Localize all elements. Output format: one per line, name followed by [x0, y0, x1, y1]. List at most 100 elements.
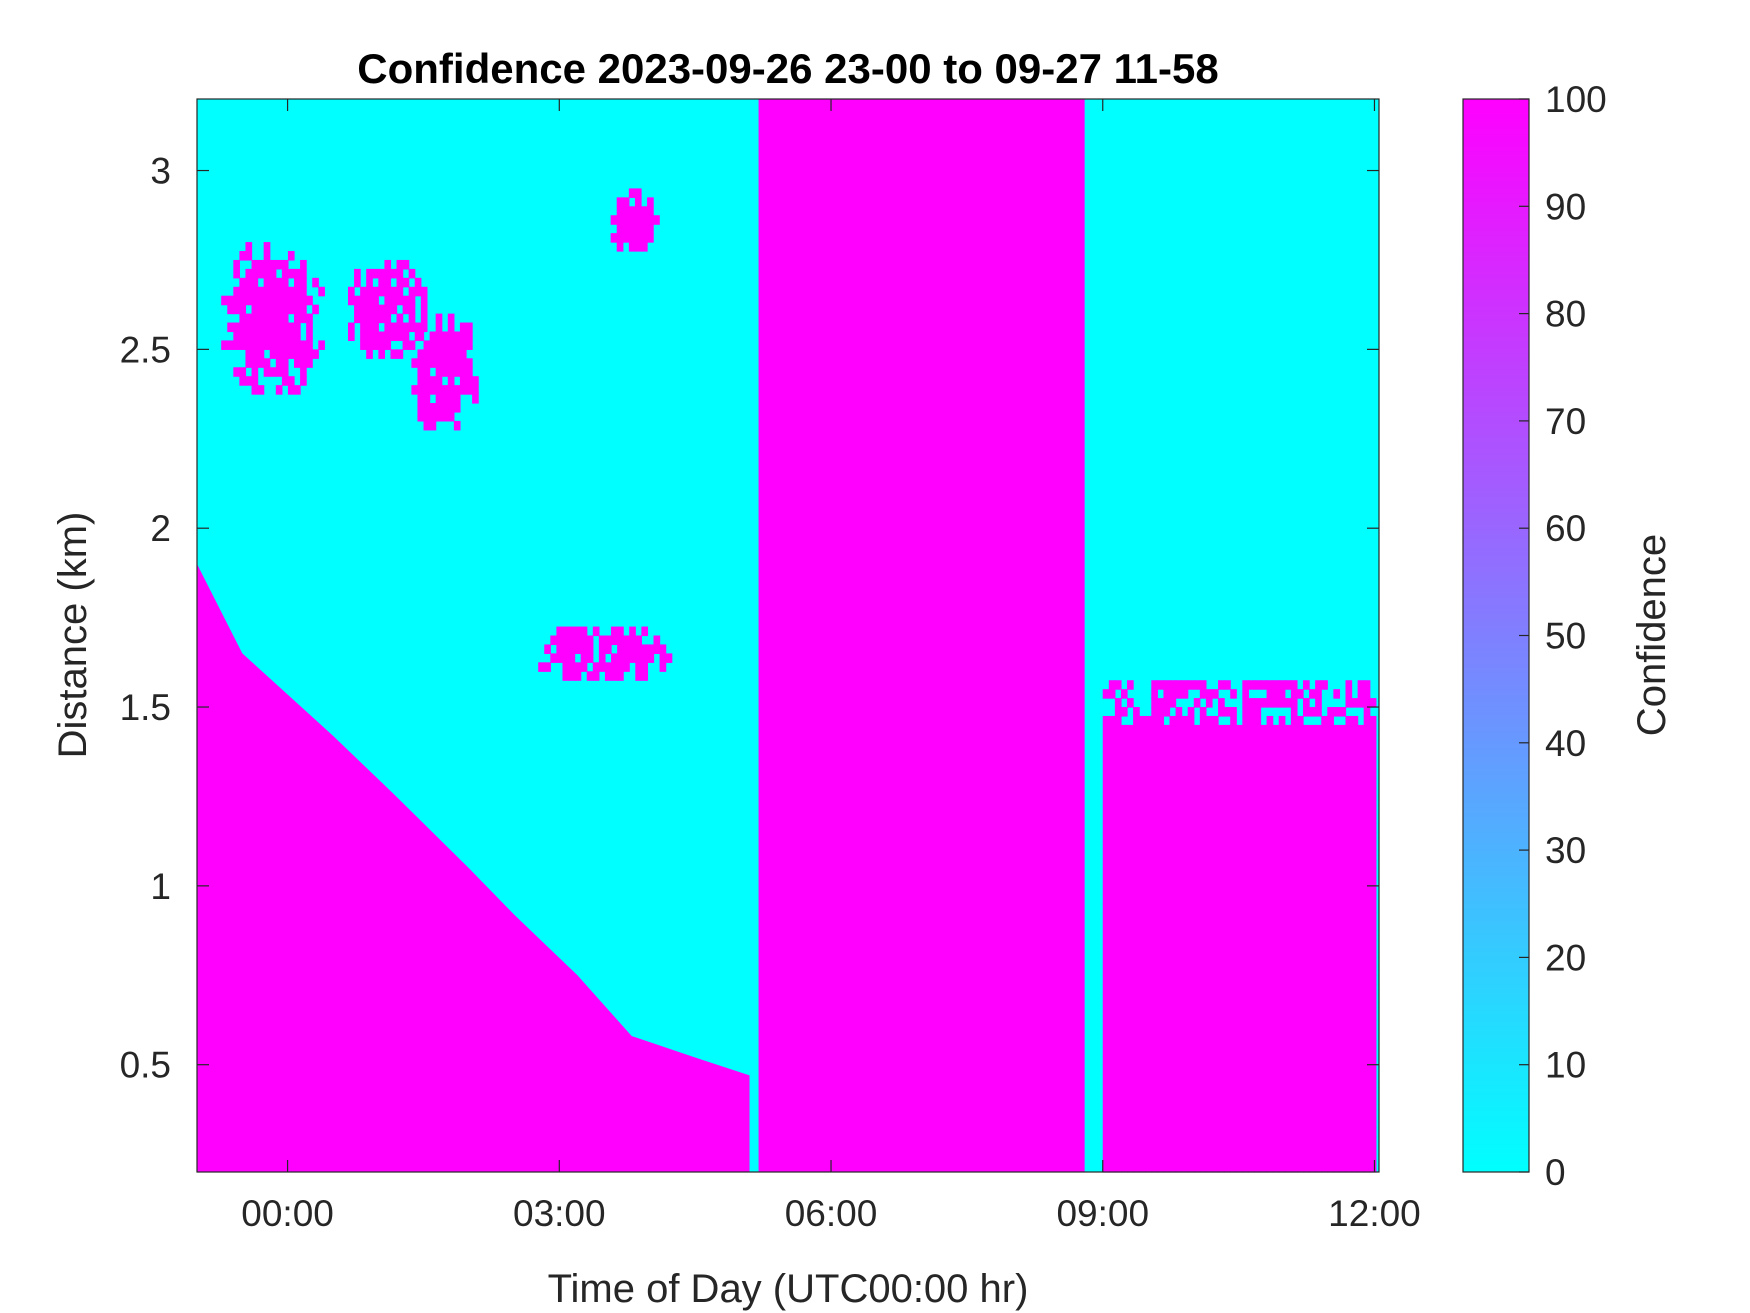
heatmap-cell — [1309, 921, 1316, 932]
heatmap-cell — [1333, 707, 1341, 717]
heatmap-cell — [1369, 948, 1377, 958]
heatmap-cell — [1339, 1019, 1347, 1030]
heatmap-cell — [1333, 903, 1341, 914]
heatmap-cell — [647, 644, 655, 654]
heatmap-cell — [1357, 841, 1365, 851]
heatmap-cell — [1321, 1028, 1328, 1039]
heatmap-cell — [1114, 903, 1122, 914]
heatmap-cell — [257, 259, 265, 270]
heatmap-cell — [294, 331, 301, 342]
heatmap-cell — [1284, 1055, 1292, 1066]
heatmap-cell — [1218, 1109, 1225, 1119]
heatmap-cell — [1315, 957, 1322, 967]
heatmap-cell — [1211, 1082, 1219, 1093]
heatmap-cell — [1321, 1002, 1328, 1012]
heatmap-cell — [1369, 1037, 1377, 1048]
heatmap-cell — [1145, 921, 1152, 932]
heatmap-cell — [1351, 948, 1359, 958]
heatmap-cell — [1133, 787, 1140, 798]
heatmap-cell — [1321, 796, 1328, 806]
heatmap-cell — [1205, 1028, 1213, 1039]
heatmap-cell — [1211, 751, 1219, 762]
heatmap-cell — [1133, 1136, 1140, 1146]
heatmap-cell — [1175, 912, 1183, 923]
heatmap-cell — [441, 411, 449, 422]
heatmap-cell — [300, 340, 307, 350]
heatmap-cell — [1139, 876, 1146, 887]
heatmap-cell — [1193, 1073, 1201, 1084]
heatmap-cell — [1230, 805, 1237, 815]
heatmap-cell — [1272, 930, 1280, 941]
heatmap-cell — [1242, 1091, 1249, 1102]
heatmap-cell — [1236, 1145, 1243, 1155]
heatmap-cell — [635, 662, 642, 672]
heatmap-cell — [1199, 796, 1207, 806]
heatmap-cell — [1175, 823, 1183, 833]
heatmap-cell — [1357, 1019, 1365, 1030]
heatmap-cell — [408, 322, 416, 333]
heatmap-cell — [1236, 1100, 1243, 1111]
heatmap-cell — [1254, 814, 1262, 824]
heatmap-cell — [1187, 1073, 1195, 1084]
heatmap-cell — [1157, 742, 1165, 753]
heatmap-cell — [1224, 1037, 1231, 1048]
heatmap-cell — [1205, 1046, 1213, 1057]
heatmap-cell — [1139, 778, 1146, 789]
heatmap-cell — [1163, 921, 1171, 932]
heatmap-cell — [1187, 1046, 1195, 1057]
heatmap-cell — [441, 331, 449, 342]
heatmap-cell — [281, 286, 289, 297]
heatmap-cell — [1296, 1100, 1304, 1111]
heatmap-cell — [1108, 867, 1116, 878]
heatmap-cell — [1242, 805, 1249, 815]
heatmap-cell — [1315, 742, 1322, 753]
heatmap-cell — [1351, 796, 1359, 806]
heatmap-cell — [1296, 1136, 1304, 1146]
heatmap-cell — [1218, 1046, 1225, 1057]
heatmap-cell — [1278, 1118, 1286, 1128]
heatmap-cell — [1266, 787, 1274, 798]
heatmap-cell — [1224, 1163, 1231, 1173]
heatmap-cell — [1315, 769, 1322, 780]
heatmap-cell — [574, 635, 582, 646]
heatmap-cell — [1242, 1136, 1249, 1146]
heatmap-cell — [306, 295, 313, 306]
heatmap-cell — [1339, 1145, 1347, 1155]
heatmap-cell — [429, 340, 437, 350]
heatmap-cell — [1351, 993, 1359, 1003]
heatmap-cell — [1230, 751, 1237, 762]
heatmap-cell — [1230, 1055, 1237, 1066]
heatmap-cell — [1187, 921, 1195, 932]
heatmap-cell — [1278, 966, 1286, 976]
heatmap-cell — [1175, 1100, 1183, 1111]
heatmap-cell — [1133, 850, 1140, 860]
heatmap-cell — [634, 224, 642, 234]
heatmap-cell — [1224, 1109, 1231, 1119]
heatmap-cell — [1309, 984, 1316, 994]
heatmap-cell — [1321, 778, 1328, 789]
heatmap-cell — [1157, 885, 1165, 896]
heatmap-cell — [1248, 805, 1256, 815]
heatmap-cell — [1363, 921, 1371, 932]
heatmap-cell — [1369, 796, 1377, 806]
heatmap-cell — [1108, 1154, 1116, 1164]
heatmap-cell — [1199, 707, 1207, 717]
heatmap-cell — [1236, 859, 1243, 869]
heatmap-cell — [1284, 751, 1292, 762]
heatmap-cell — [1272, 903, 1280, 914]
heatmap-cell — [1236, 912, 1243, 923]
heatmap-cell — [1296, 1118, 1304, 1128]
heatmap-cell — [1187, 957, 1195, 967]
heatmap-cell — [1315, 1011, 1322, 1021]
heatmap-cell — [647, 197, 654, 207]
heatmap-cell — [1127, 778, 1134, 789]
heatmap-cell — [586, 644, 594, 654]
heatmap-cell — [1339, 1064, 1347, 1075]
heatmap-cell — [1120, 778, 1128, 789]
heatmap-cell — [1309, 1145, 1316, 1155]
heatmap-cell — [1290, 787, 1298, 798]
heatmap-cell — [281, 340, 289, 350]
heatmap-cell — [1102, 966, 1110, 976]
heatmap-cell — [562, 671, 570, 681]
heatmap-cell — [1290, 715, 1298, 726]
